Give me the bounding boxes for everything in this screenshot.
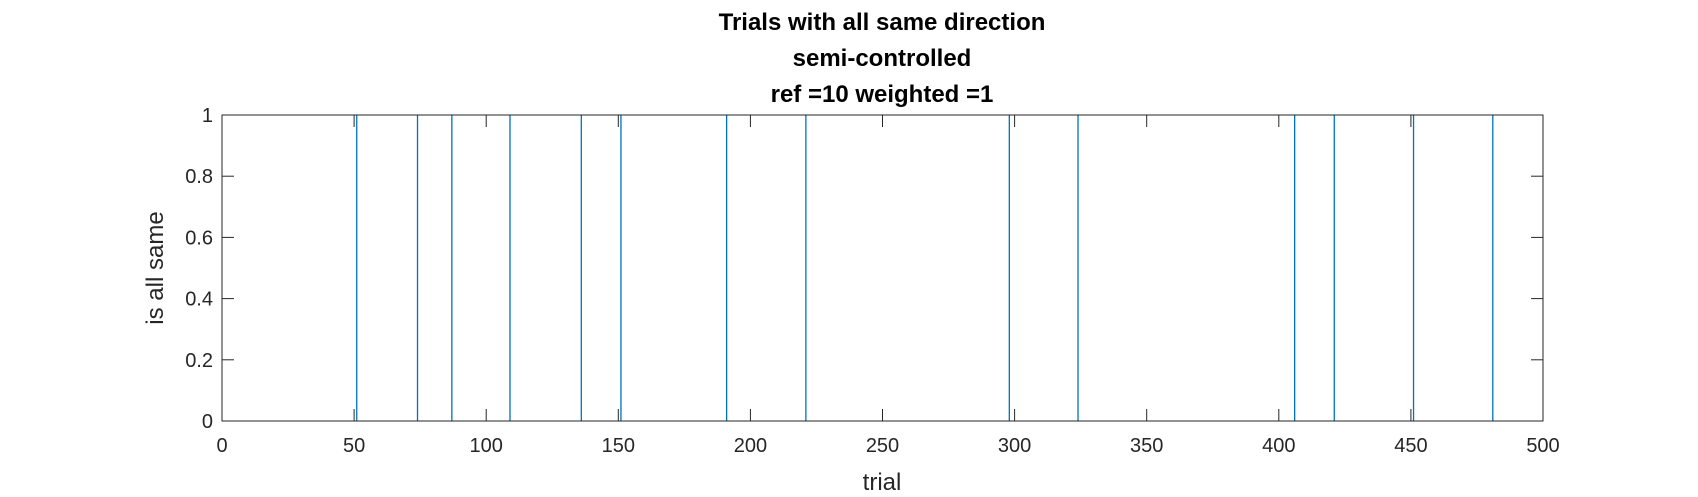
chart-title-line-3: ref =10 weighted =1	[771, 81, 994, 108]
y-tick-label-0.8: 0.8	[185, 166, 213, 188]
y-tick-label-0.2: 0.2	[185, 350, 213, 372]
y-tick-label-0.4: 0.4	[185, 289, 213, 311]
x-axis-label: trial	[863, 469, 902, 496]
x-tick-label-250: 250	[866, 435, 899, 457]
tick-layer: 0 50 100 150 200 250 300 350 400 450 500 0 0.2 0.4 0.6…	[185, 105, 1560, 457]
y-tick-label-0: 0	[202, 411, 213, 433]
x-tick-label-400: 400	[1262, 435, 1295, 457]
x-tick-label-50: 50	[343, 435, 365, 457]
y-tick-label-1: 1	[202, 105, 213, 127]
x-tick-label-100: 100	[470, 435, 503, 457]
plot-area	[222, 115, 1543, 421]
x-tick-label-0: 0	[216, 435, 227, 457]
x-tick-label-450: 450	[1394, 435, 1427, 457]
chart-title-line-1: Trials with all same direction	[719, 9, 1046, 36]
y-axis-label: is all same	[142, 211, 169, 324]
y-tick-label-0.6: 0.6	[185, 227, 213, 249]
series-layer	[356, 115, 1494, 421]
x-tick-label-150: 150	[602, 435, 635, 457]
chart-title-line-2: semi-controlled	[793, 45, 972, 72]
x-tick-label-200: 200	[734, 435, 767, 457]
x-tick-label-350: 350	[1130, 435, 1163, 457]
x-tick-label-500: 500	[1526, 435, 1559, 457]
x-tick-label-300: 300	[998, 435, 1031, 457]
plot-frame	[221, 114, 1544, 422]
